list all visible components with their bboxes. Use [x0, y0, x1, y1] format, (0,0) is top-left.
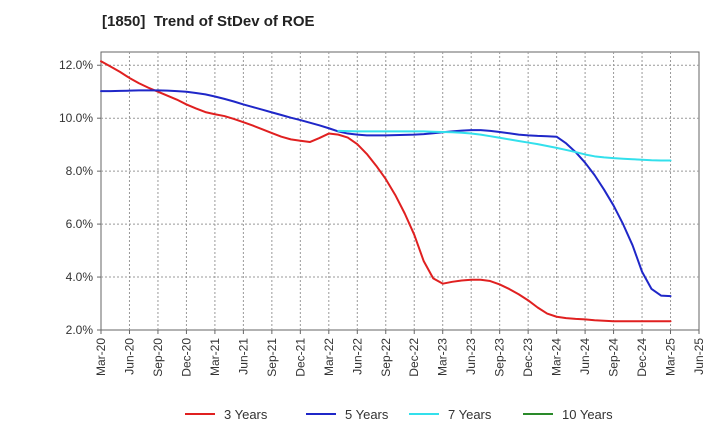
legend-label: 3 Years [224, 407, 268, 422]
x-tick-label: Jun-20 [122, 338, 136, 375]
x-tick-label: Sep-20 [151, 338, 165, 377]
series-line-3 [337, 129, 672, 162]
x-tick-label: Sep-22 [379, 338, 393, 377]
y-tick-label: 6.0% [66, 217, 94, 231]
x-tick-label: Jun-22 [350, 338, 364, 375]
x-tick-label: Sep-24 [607, 338, 621, 377]
x-tick-label: Mar-22 [322, 338, 336, 376]
x-tick-label: Dec-23 [521, 338, 535, 377]
x-tick-label: Jun-25 [692, 338, 706, 375]
y-tick-label: 10.0% [59, 111, 93, 125]
plot-area [100, 51, 700, 331]
series-lines [100, 60, 672, 323]
legend-label: 7 Years [448, 407, 492, 422]
x-tick-label: Dec-24 [635, 338, 649, 377]
x-tick-label: Dec-20 [179, 338, 193, 377]
x-tick-label: Dec-22 [407, 338, 421, 377]
series-line-1 [100, 60, 672, 323]
chart-title: [1850] Trend of StDev of ROE [102, 13, 315, 30]
x-tick-label: Mar-20 [94, 338, 108, 376]
y-tick-label: 12.0% [59, 58, 93, 72]
x-tick-label: Mar-25 [664, 338, 678, 376]
legend: 3 Years 5 Years 7 Years 10 Years [185, 407, 613, 422]
x-tick-label: Jun-23 [464, 338, 478, 375]
x-axis-ticks: Mar-20 Jun-20 Sep-20 Dec-20 Mar-21 Jun-21 Sep-… [94, 330, 706, 377]
x-tick-label: Jun-24 [578, 338, 592, 375]
legend-label: 10 Years [562, 407, 613, 422]
legend-label: 5 Years [345, 407, 389, 422]
x-tick-label: Jun-21 [236, 338, 250, 375]
y-tick-label: 4.0% [66, 270, 94, 284]
x-tick-label: Mar-23 [436, 338, 450, 376]
y-tick-label: 2.0% [66, 323, 94, 337]
x-tick-label: Mar-21 [208, 338, 222, 376]
x-tick-label: Mar-24 [550, 338, 564, 376]
x-tick-label: Sep-21 [265, 338, 279, 377]
x-tick-label: Dec-21 [293, 338, 307, 377]
y-axis-ticks: 2.0% 4.0% 6.0% 8.0% 10.0% 12.0% [59, 58, 101, 337]
y-tick-label: 8.0% [66, 164, 94, 178]
x-tick-label: Sep-23 [493, 338, 507, 377]
